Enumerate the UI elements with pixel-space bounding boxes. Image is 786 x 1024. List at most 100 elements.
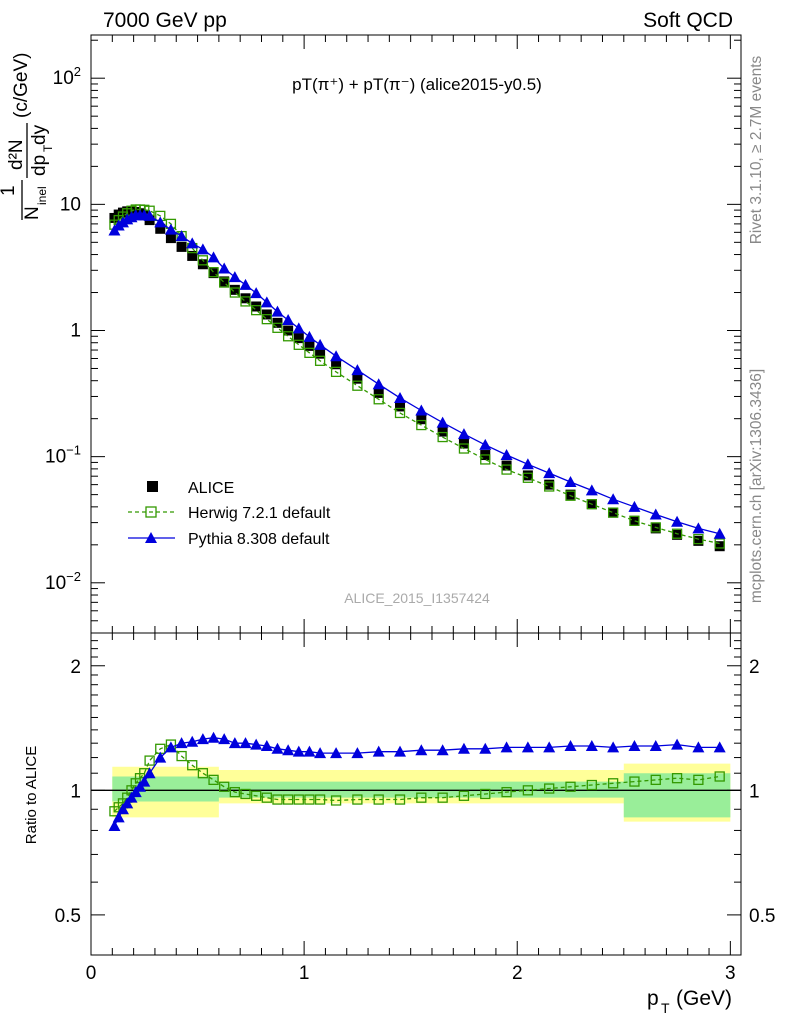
main-herwig-point xyxy=(272,322,283,333)
main-herwig-point xyxy=(293,339,304,350)
ratio-pythia-point xyxy=(271,742,284,754)
ratio-herwig-point xyxy=(671,773,683,784)
main-pythia-point xyxy=(228,271,241,283)
main-alice-point xyxy=(608,507,619,518)
main-y-tick-label: 10 xyxy=(60,194,81,215)
main-herwig-point xyxy=(240,296,251,307)
main-herwig-point xyxy=(352,380,363,391)
rivet-label: Rivet 3.1.10, ≥ 2.7M events xyxy=(748,55,765,244)
main-herwig-point xyxy=(565,490,576,501)
main-herwig-point xyxy=(330,366,342,378)
ratio-herwig-point xyxy=(437,792,448,803)
ratio-x-tick-label: 2 xyxy=(512,963,523,984)
main-pythia-point xyxy=(351,364,364,376)
main-pythia-point xyxy=(186,237,199,249)
main-herwig-point xyxy=(693,533,704,545)
main-pythia-point xyxy=(479,438,492,450)
ratio-herwig-point xyxy=(565,781,576,792)
ratio-herwig-point xyxy=(197,768,209,779)
ratio-herwig-point xyxy=(176,750,187,762)
ratio-herwig-point xyxy=(480,788,491,800)
main-pythia-point xyxy=(175,230,188,242)
svg-text:inel: inel xyxy=(35,186,49,205)
ratio-pythia-point xyxy=(218,733,231,745)
svg-text:dy: dy xyxy=(29,124,50,145)
main-title: pT(π⁺) + pT(π⁻) (alice2015-y0.5) xyxy=(292,75,542,94)
stat-uncertainty-band xyxy=(112,773,731,818)
main-pythia-point xyxy=(154,216,167,228)
main-alice-point xyxy=(672,529,683,540)
main-alice-point xyxy=(416,414,427,425)
main-alice-point xyxy=(331,359,342,370)
main-herwig-point xyxy=(501,464,512,475)
ratio-pythia-point xyxy=(154,751,167,763)
main-alice-point xyxy=(315,348,326,359)
main-alice-point xyxy=(714,541,725,552)
header-left: 7000 GeV pp xyxy=(103,9,227,32)
ratio-herwig-point xyxy=(208,774,219,786)
ratio-pythia-point xyxy=(713,741,726,753)
ratio-pythia-point xyxy=(207,731,220,743)
x-axis-label-sub: T xyxy=(661,1000,670,1016)
main-herwig-point xyxy=(629,515,640,526)
main-pythia-point xyxy=(415,404,428,416)
legend-herwig-label: Herwig 7.2.1 default xyxy=(188,505,331,522)
main-herwig-point xyxy=(586,499,597,510)
main-pythia-point xyxy=(543,467,556,479)
main-alice-point xyxy=(208,268,219,279)
ratio-y-tick-label: 1 xyxy=(70,781,81,802)
main-herwig-point xyxy=(282,331,294,342)
main-pythia-point xyxy=(239,278,252,290)
ratio-pythia-point xyxy=(138,775,151,787)
ratio-pythia-point xyxy=(330,747,343,759)
main-herwig-point xyxy=(480,454,491,465)
ratio-y-tick-label: 0.5 xyxy=(55,906,81,927)
main-herwig-point xyxy=(373,394,384,405)
main-alice-point xyxy=(219,276,230,287)
main-pythia-point xyxy=(649,508,662,520)
ratio-pythia-point xyxy=(479,742,492,754)
ratio-pythia-point xyxy=(521,741,534,753)
main-pythia-point xyxy=(196,243,209,255)
ratio-herwig-point xyxy=(501,786,512,798)
main-herwig-point xyxy=(458,443,470,454)
main-alice-point xyxy=(437,426,448,437)
ratio-pythia-point xyxy=(564,739,577,751)
main-herwig-point xyxy=(304,347,315,358)
ratio-herwig-line xyxy=(113,743,720,812)
ratio-herwig-point xyxy=(282,794,294,805)
main-pythia-point xyxy=(260,296,273,308)
main-herwig-point xyxy=(522,472,534,483)
ratio-pythia-point xyxy=(112,811,125,823)
ratio-x-tick-label: 3 xyxy=(725,963,736,984)
ratio-y-tick-label-right: 2 xyxy=(749,657,760,678)
svg-text:d²N: d²N xyxy=(6,139,27,170)
ratio-herwig-point xyxy=(314,794,326,805)
ratio-herwig-point xyxy=(251,790,262,801)
header-right: Soft QCD xyxy=(643,9,733,32)
analysis-watermark: ALICE_2015_I1357424 xyxy=(344,590,490,606)
ratio-pythia-point xyxy=(116,803,129,815)
svg-text:T: T xyxy=(41,144,55,152)
main-pythia-point xyxy=(607,493,620,505)
svg-text:dp: dp xyxy=(29,155,50,176)
ratio-herwig-point xyxy=(693,774,704,786)
main-herwig-point xyxy=(671,528,683,539)
legend-alice-marker xyxy=(147,481,158,492)
ratio-pythia-point xyxy=(303,745,316,757)
ratio-herwig-point xyxy=(261,792,272,803)
ratio-pythia-point xyxy=(692,741,705,753)
main-alice-point xyxy=(544,479,555,490)
ratio-herwig-point xyxy=(352,794,363,805)
ratio-herwig-point xyxy=(416,792,427,803)
ratio-pythia-point xyxy=(260,739,273,751)
main-alice-point xyxy=(352,373,363,384)
ratio-pythia-point xyxy=(415,744,428,756)
main-pythia-point xyxy=(521,458,534,470)
main-alice-point xyxy=(251,301,262,312)
ratio-pythia-point xyxy=(125,791,138,803)
ratio-pythia-point xyxy=(436,744,449,756)
legend-herwig-marker xyxy=(145,506,157,518)
ratio-herwig-point xyxy=(219,781,230,792)
